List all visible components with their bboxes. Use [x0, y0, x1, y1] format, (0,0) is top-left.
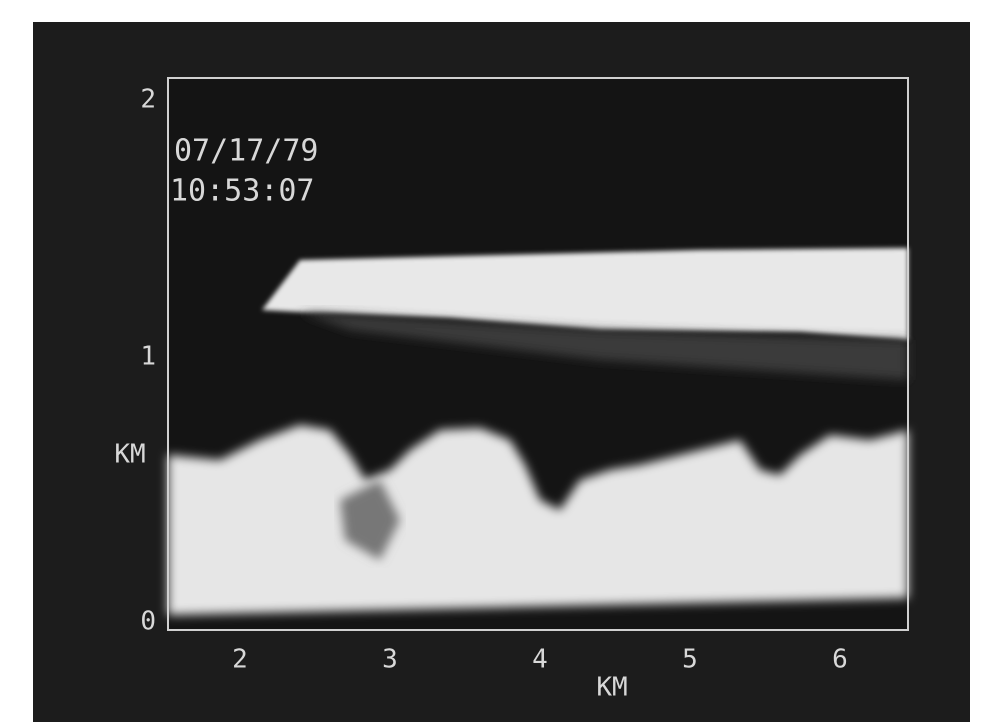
y-axis-label: KM [114, 440, 145, 470]
x-axis-label: KM [596, 673, 627, 703]
date-stamp: 07/17/79 [174, 134, 319, 169]
x-tick-label: 5 [682, 645, 698, 675]
y-tick-label: 1 [140, 342, 156, 372]
x-tick-label: 2 [232, 645, 248, 675]
x-tick-label: 6 [832, 645, 848, 675]
y-tick-label: 2 [140, 85, 156, 115]
time-stamp: 10:53:07 [170, 174, 315, 209]
screen-photo: 07/17/79 10:53:07 KM KM 2 1 0 2 3 4 5 6 [0, 0, 981, 728]
x-tick-label: 3 [382, 645, 398, 675]
y-tick-label: 0 [140, 607, 156, 637]
x-tick-label: 4 [532, 645, 548, 675]
